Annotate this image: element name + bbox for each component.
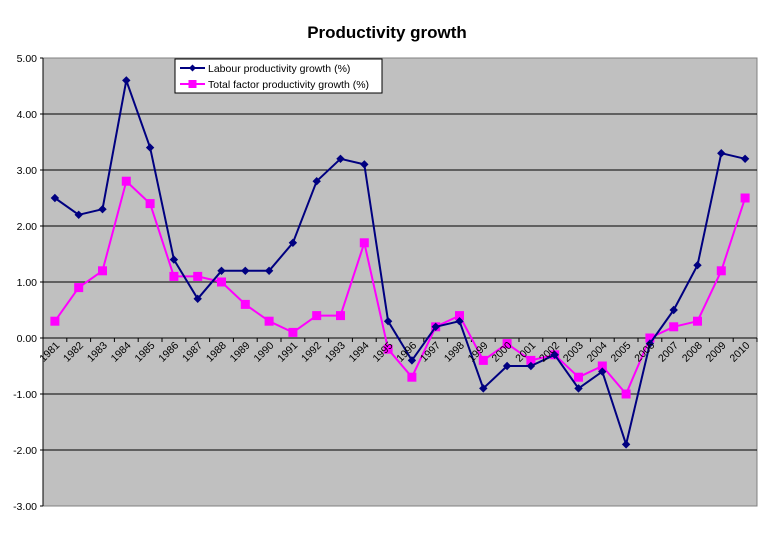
data-point — [193, 294, 202, 304]
data-series — [50, 76, 750, 449]
data-point — [502, 361, 512, 371]
data-point — [693, 260, 702, 270]
series-line-total-factor-productivity — [54, 180, 747, 395]
data-point — [50, 193, 60, 203]
y-tick-label: -1.00 — [13, 389, 37, 401]
data-point — [550, 350, 559, 360]
y-axis-tick-labels: -3.00 -2.00 -1.00 0.00 1.00 2.00 3.00 4.00 5.00 — [13, 53, 37, 513]
data-point — [574, 372, 583, 382]
legend-label: Labour productivity growth (%) — [208, 63, 350, 75]
data-point — [407, 372, 417, 382]
data-point — [479, 384, 488, 393]
data-point — [122, 76, 131, 85]
y-tick-label: -3.00 — [13, 501, 37, 513]
y-tick-label: 3.00 — [17, 165, 38, 177]
data-point — [288, 327, 298, 337]
legend-items: Labour productivity growth (%) Total fact… — [180, 63, 369, 91]
data-point — [360, 160, 369, 169]
data-point — [193, 271, 203, 281]
data-point — [383, 316, 393, 326]
data-point — [50, 316, 60, 326]
data-point — [264, 316, 274, 326]
y-tick-label: 4.00 — [17, 109, 38, 121]
data-point — [121, 176, 131, 186]
data-point — [717, 148, 726, 158]
data-point — [74, 210, 83, 220]
legend-swatch-marker — [189, 64, 196, 72]
data-point — [240, 299, 250, 309]
data-point — [312, 176, 321, 186]
data-point — [645, 339, 655, 348]
data-point — [526, 361, 536, 371]
data-point — [145, 199, 155, 209]
data-point — [574, 384, 583, 393]
chart-title: Productivity growth — [307, 23, 467, 42]
y-tick-label: 2.00 — [17, 221, 38, 233]
data-point — [336, 154, 345, 164]
data-point — [716, 266, 726, 276]
data-point — [621, 440, 631, 449]
data-point — [598, 367, 607, 376]
y-tick-label: 0.00 — [17, 333, 38, 345]
data-point — [241, 266, 250, 276]
data-point — [217, 277, 226, 287]
data-point — [407, 356, 417, 365]
y-tick-label: -2.00 — [13, 445, 37, 457]
data-point — [264, 266, 274, 276]
data-point — [169, 255, 179, 264]
data-point — [740, 154, 750, 164]
data-point — [693, 316, 702, 326]
y-tick-label: 1.00 — [17, 277, 38, 289]
data-point — [312, 311, 322, 321]
data-point — [74, 283, 84, 293]
y-tick-label: 5.00 — [17, 53, 38, 65]
data-point — [669, 322, 679, 332]
data-point — [288, 238, 298, 248]
data-point — [336, 311, 345, 321]
data-point — [98, 204, 107, 214]
legend-swatch-marker — [188, 80, 197, 88]
legend: Labour productivity growth (%) Total fact… — [174, 58, 383, 94]
data-point — [478, 355, 488, 365]
data-point — [383, 344, 393, 354]
legend-box — [174, 58, 383, 94]
legend-label: Total factor productivity growth (%) — [208, 79, 369, 91]
series-line-labour-productivity — [54, 79, 746, 446]
data-point — [669, 305, 678, 315]
data-point — [145, 143, 155, 152]
data-point — [359, 238, 369, 248]
data-point — [98, 266, 107, 276]
data-point — [502, 339, 512, 349]
data-point — [621, 389, 631, 399]
data-point — [217, 266, 226, 276]
data-point — [455, 316, 464, 326]
data-point — [740, 193, 750, 203]
data-point — [169, 271, 179, 281]
data-point — [431, 322, 440, 332]
